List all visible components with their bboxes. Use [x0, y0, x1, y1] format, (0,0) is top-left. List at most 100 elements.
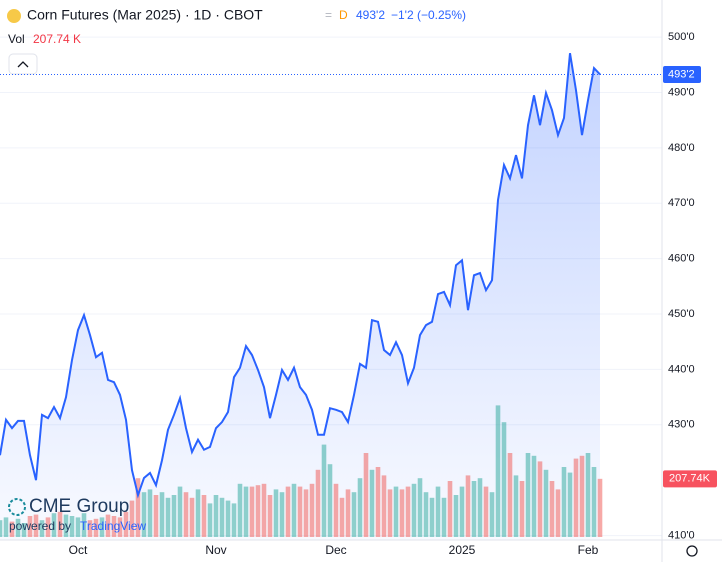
logo-brand: TradingView	[80, 519, 146, 533]
volume-bar	[243, 486, 249, 537]
volume-bar	[123, 511, 129, 537]
volume-bar	[381, 475, 387, 537]
volume-bar	[249, 486, 255, 537]
separator: =	[325, 8, 332, 22]
volume-bar	[309, 483, 315, 537]
volume-bar	[225, 500, 231, 537]
volume-bar	[63, 514, 69, 537]
volume-bar	[453, 495, 459, 537]
logo-powered: powered by	[9, 519, 71, 533]
y-tick-label: 490'0	[668, 86, 695, 98]
volume-bar	[501, 422, 507, 537]
volume-bar	[189, 497, 195, 537]
volume-bar	[39, 520, 45, 537]
interval: D	[339, 8, 348, 22]
volume-bar	[0, 520, 3, 537]
volume-bar	[363, 453, 369, 537]
volume-bar	[513, 475, 519, 537]
volume-bar	[459, 486, 465, 537]
volume-bar	[273, 489, 279, 537]
change: −1'2 (−0.25%)	[391, 8, 466, 22]
collapse-button[interactable]	[8, 53, 38, 75]
volume-bar	[111, 516, 117, 537]
volume-bar	[45, 517, 51, 537]
volume-bar	[117, 517, 123, 537]
volume-bar	[399, 489, 405, 537]
volume-bar	[321, 444, 327, 537]
y-tick-label: 470'0	[668, 197, 695, 209]
volume-bar	[573, 458, 579, 537]
volume-bar	[93, 518, 99, 537]
volume-bar	[303, 489, 309, 537]
volume-bar	[441, 497, 447, 537]
y-tick-label: 460'0	[668, 253, 695, 265]
x-tick-label: Dec	[325, 543, 346, 557]
vol-value: 207.74 K	[33, 32, 81, 46]
settings-icon[interactable]	[686, 545, 698, 557]
price-tag-label: 493'2	[668, 68, 695, 80]
volume-bar	[519, 481, 525, 537]
volume-bar	[171, 495, 177, 537]
volume-bar	[261, 483, 267, 537]
volume-bar	[465, 475, 471, 537]
volume-bar	[315, 469, 321, 537]
y-tick-label: 450'0	[668, 308, 695, 320]
volume-bar	[429, 497, 435, 537]
volume-bar	[411, 483, 417, 537]
volume-bar	[159, 492, 165, 537]
volume-bar	[3, 517, 9, 537]
volume-bar	[537, 461, 543, 537]
volume-bar	[357, 478, 363, 537]
volume-bar	[489, 492, 495, 537]
symbol-icon	[7, 9, 21, 23]
x-tick-label: Oct	[69, 543, 88, 557]
y-tick-label: 500'0	[668, 31, 695, 43]
price-line	[0, 53, 601, 499]
volume-bar	[333, 483, 339, 537]
volume-bar	[51, 513, 57, 537]
volume-bar	[99, 517, 105, 537]
volume-bar	[267, 495, 273, 537]
volume-bar	[369, 469, 375, 537]
vol-label: Vol	[8, 32, 25, 46]
volume-bar	[591, 467, 597, 537]
volume-bar	[339, 497, 345, 537]
collapse-icon	[17, 61, 29, 68]
volume-bar	[57, 511, 63, 537]
volume-bar	[201, 495, 207, 537]
volume-bar	[345, 489, 351, 537]
y-tick-label: 440'0	[668, 363, 695, 375]
volume-bar	[147, 489, 153, 537]
volume-bar	[495, 405, 501, 537]
volume-bar	[135, 478, 141, 537]
volume-bar	[549, 481, 555, 537]
volume-bar	[141, 492, 147, 537]
volume-bar	[405, 486, 411, 537]
volume-bar	[285, 486, 291, 537]
y-tick-label: 410'0	[668, 529, 695, 541]
volume-bar	[237, 483, 243, 537]
volume-bar	[471, 481, 477, 537]
volume-bar	[177, 486, 183, 537]
y-tick-label: 480'0	[668, 142, 695, 154]
volume-bar	[87, 520, 93, 537]
title: Corn Futures (Mar 2025) · 1D · CBOT	[27, 7, 263, 23]
volume-bar	[33, 514, 39, 537]
volume-bar	[543, 469, 549, 537]
volume-bar	[585, 453, 591, 537]
x-tick-label: Nov	[205, 543, 226, 557]
volume-bar	[195, 489, 201, 537]
volume-bar	[183, 492, 189, 537]
logo-globe	[8, 498, 26, 516]
volume-bar	[477, 478, 483, 537]
volume-bar	[231, 503, 237, 537]
volume-bar	[387, 489, 393, 537]
volume-bar	[9, 521, 15, 537]
logo: CME Group powered by TradingView	[8, 496, 146, 533]
volume-bar	[219, 497, 225, 537]
volume-bar	[525, 453, 531, 537]
volume-bar	[297, 486, 303, 537]
volume-bar	[555, 489, 561, 537]
volume-bar	[255, 485, 261, 537]
